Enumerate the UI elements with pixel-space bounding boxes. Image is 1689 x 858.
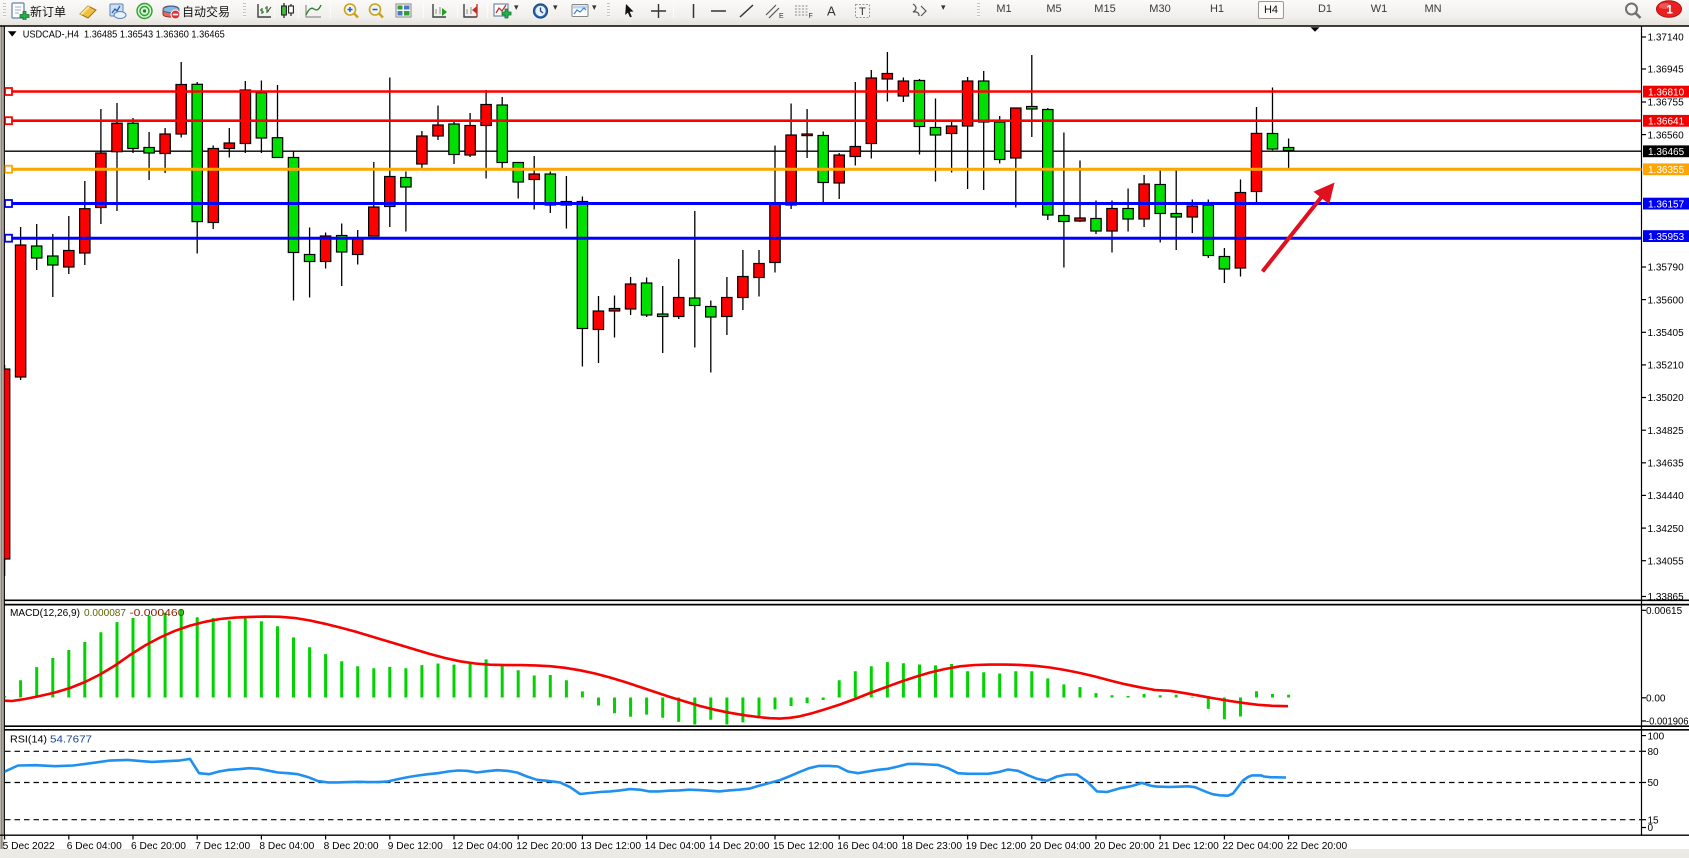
- svg-text:80: 80: [1648, 747, 1660, 758]
- svg-text:6 Dec 04:00: 6 Dec 04:00: [67, 841, 122, 852]
- svg-text:RSI(14): RSI(14): [10, 735, 47, 746]
- svg-text:1.36560: 1.36560: [1648, 130, 1685, 141]
- svg-text:0.00: 0.00: [1646, 694, 1666, 705]
- svg-text:1.35600: 1.35600: [1648, 295, 1685, 306]
- svg-text:5 Dec 2022: 5 Dec 2022: [3, 841, 55, 852]
- svg-text:19 Dec 12:00: 19 Dec 12:00: [966, 841, 1027, 852]
- svg-text:100: 100: [1648, 731, 1665, 742]
- svg-text:-0.001906: -0.001906: [1646, 717, 1689, 728]
- svg-text:1.34440: 1.34440: [1648, 491, 1685, 502]
- svg-text:1.37140: 1.37140: [1648, 33, 1685, 44]
- svg-text:1.34250: 1.34250: [1648, 524, 1685, 535]
- svg-text:1.36157: 1.36157: [1648, 199, 1685, 210]
- svg-text:T: T: [859, 6, 866, 18]
- svg-text:7 Dec 12:00: 7 Dec 12:00: [195, 841, 250, 852]
- svg-text:15 Dec 12:00: 15 Dec 12:00: [773, 841, 834, 852]
- svg-text:1: 1: [1666, 3, 1673, 17]
- svg-text:1.36355: 1.36355: [1648, 165, 1685, 176]
- svg-text:20 Dec 04:00: 20 Dec 04:00: [1030, 841, 1091, 852]
- svg-text:1.35210: 1.35210: [1648, 361, 1685, 372]
- svg-text:22 Dec 04:00: 22 Dec 04:00: [1222, 841, 1283, 852]
- svg-text:8 Dec 20:00: 8 Dec 20:00: [324, 841, 379, 852]
- svg-text:1.35020: 1.35020: [1648, 393, 1685, 404]
- svg-text:1.36810: 1.36810: [1648, 87, 1685, 98]
- svg-text:15: 15: [1648, 815, 1660, 826]
- svg-text:1.35790: 1.35790: [1648, 263, 1685, 274]
- svg-text:9 Dec 12:00: 9 Dec 12:00: [388, 841, 443, 852]
- svg-text:22 Dec 20:00: 22 Dec 20:00: [1287, 841, 1348, 852]
- svg-text:1.34055: 1.34055: [1648, 556, 1685, 567]
- svg-text:1.34825: 1.34825: [1648, 426, 1685, 437]
- svg-text:0: 0: [1648, 823, 1654, 834]
- svg-text:8 Dec 04:00: 8 Dec 04:00: [259, 841, 314, 852]
- svg-text:1.36755: 1.36755: [1648, 98, 1685, 109]
- svg-text:12 Dec 04:00: 12 Dec 04:00: [452, 841, 513, 852]
- svg-text:-0.000460: -0.000460: [130, 608, 185, 619]
- svg-text:F: F: [809, 13, 813, 20]
- svg-text:6 Dec 20:00: 6 Dec 20:00: [131, 841, 186, 852]
- svg-text:1.36465: 1.36465: [1648, 147, 1685, 158]
- svg-text:A: A: [827, 4, 836, 19]
- svg-text:12 Dec 20:00: 12 Dec 20:00: [516, 841, 577, 852]
- svg-text:1.34635: 1.34635: [1648, 459, 1685, 470]
- svg-text:1.36945: 1.36945: [1648, 65, 1685, 76]
- svg-text:0.00615: 0.00615: [1646, 606, 1683, 617]
- svg-text:18 Dec 23:00: 18 Dec 23:00: [901, 841, 962, 852]
- svg-text:1.36641: 1.36641: [1648, 117, 1685, 128]
- svg-text:50: 50: [1648, 778, 1660, 789]
- svg-text:14 Dec 20:00: 14 Dec 20:00: [709, 841, 770, 852]
- svg-text:1.35953: 1.35953: [1648, 232, 1685, 243]
- svg-text:14 Dec 04:00: 14 Dec 04:00: [645, 841, 706, 852]
- svg-text:20 Dec 20:00: 20 Dec 20:00: [1094, 841, 1155, 852]
- svg-text:MACD(12,26,9): MACD(12,26,9): [10, 608, 80, 619]
- svg-text:1.33865: 1.33865: [1648, 592, 1685, 603]
- svg-text:0.000087: 0.000087: [84, 608, 126, 619]
- svg-text:USDCAD-,H4 1.36485 1.36543 1.: USDCAD-,H4 1.36485 1.36543 1.36360 1.364…: [23, 30, 225, 41]
- svg-text:13 Dec 12:00: 13 Dec 12:00: [580, 841, 641, 852]
- svg-text:1.35405: 1.35405: [1648, 328, 1685, 339]
- svg-text:E: E: [779, 13, 784, 20]
- svg-text:21 Dec 12:00: 21 Dec 12:00: [1158, 841, 1219, 852]
- svg-text:54.7677: 54.7677: [50, 735, 92, 746]
- svg-text:16 Dec 04:00: 16 Dec 04:00: [837, 841, 898, 852]
